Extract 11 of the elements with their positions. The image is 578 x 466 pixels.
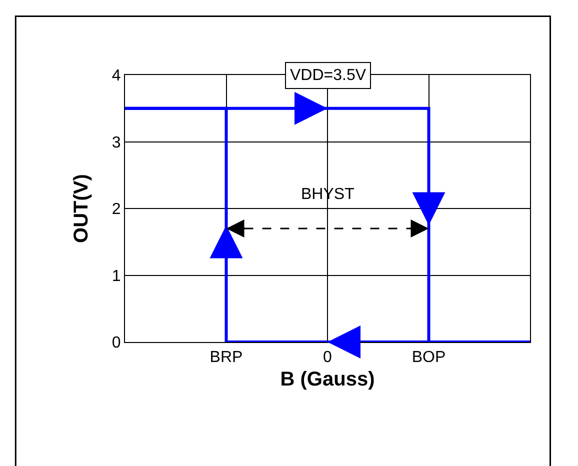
y-tick-label: 2 [112,201,121,218]
x-tick-label: BOP [412,349,446,366]
y-tick-label: 1 [112,268,121,285]
x-tick-label: 0 [323,349,332,366]
y-tick-label: 4 [112,68,121,85]
y-axis-title: OUT(V) [70,174,92,243]
y-tick-label: 0 [112,334,121,352]
x-tick-label: BRP [210,349,243,366]
annotation: VDD=3.5V [290,67,366,84]
x-axis-title: B (Gauss) [280,368,375,391]
y-tick-label: 3 [112,134,121,152]
